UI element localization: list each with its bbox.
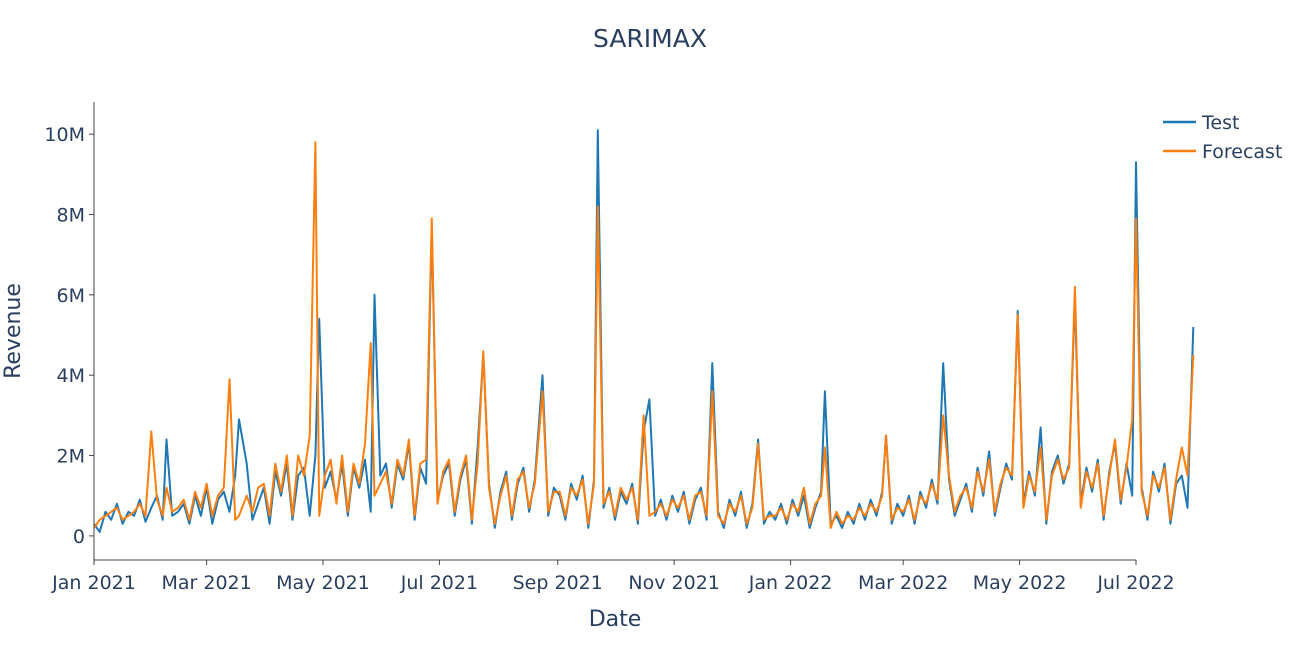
plot-area xyxy=(93,129,1195,533)
y-tick-label: 2M xyxy=(57,446,85,468)
legend-item-test[interactable]: Test xyxy=(1163,112,1239,134)
legend[interactable]: Test Forecast xyxy=(1163,112,1282,163)
y-tick-label: 0 xyxy=(73,526,85,548)
legend-label-test: Test xyxy=(1201,112,1239,134)
y-tick-label: 4M xyxy=(57,365,85,387)
x-tick-label: Jan 2021 xyxy=(51,572,136,594)
x-tick-label: Nov 2021 xyxy=(628,572,719,594)
x-axis-title: Date xyxy=(589,607,642,632)
x-tick-label: Mar 2021 xyxy=(161,572,251,594)
legend-label-forecast: Forecast xyxy=(1202,141,1282,163)
x-tick-label: Jul 2021 xyxy=(400,572,478,594)
chart-title: SARIMAX xyxy=(593,24,707,53)
y-tick-label: 10M xyxy=(44,124,85,146)
y-tick-label: 8M xyxy=(57,204,85,226)
x-axis-ticks: Jan 2021 Mar 2021 May 2021 Jul 2021 Sep 2021… xyxy=(51,560,1175,594)
y-axis-title: Revenue xyxy=(1,283,26,379)
y-tick-label: 6M xyxy=(57,285,85,307)
x-tick-label: Jul 2022 xyxy=(1096,572,1174,594)
x-tick-label: May 2021 xyxy=(276,572,370,594)
x-tick-label: Mar 2022 xyxy=(858,572,948,594)
legend-item-forecast[interactable]: Forecast xyxy=(1163,141,1282,163)
x-tick-label: May 2022 xyxy=(973,572,1067,594)
y-axis-ticks: 0 2M 4M 6M 8M 10M xyxy=(44,124,94,548)
x-tick-label: Jan 2022 xyxy=(748,572,833,594)
x-tick-label: Sep 2021 xyxy=(513,572,603,594)
series-line-forecast[interactable] xyxy=(93,141,1195,529)
series-line-test[interactable] xyxy=(93,129,1195,533)
